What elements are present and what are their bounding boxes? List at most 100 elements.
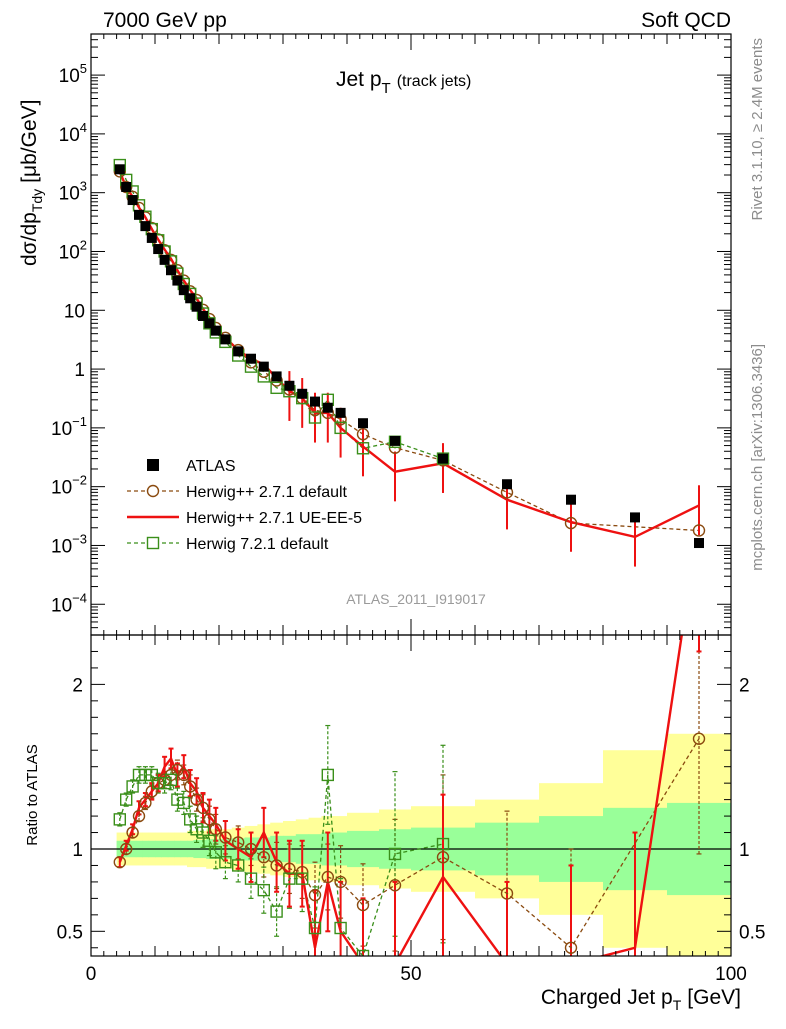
- ratio-herwig7-default-point: [151, 776, 165, 790]
- ratio-herwigpp-default-point: [296, 865, 309, 879]
- ratio-herwig7-default-point: [113, 813, 127, 826]
- series-atlas-point: [153, 244, 164, 255]
- analysis-id-label: ATLAS_2011_I919017: [346, 591, 486, 607]
- series-atlas-point: [502, 479, 512, 490]
- ratio-herwigpp-default-point: [203, 813, 216, 826]
- main-y-axis-label-unit: [μb/GeV]: [18, 100, 41, 183]
- main-y-tick-label: 10−2: [51, 473, 87, 499]
- series-atlas-point: [271, 371, 282, 382]
- main-y-tick-label: 10−1: [51, 414, 87, 440]
- x-axis-label-unit: [GeV]: [687, 986, 741, 1009]
- ratio-x-tick-label: 0: [86, 964, 97, 985]
- series-atlas-point: [438, 453, 448, 464]
- ratio-herwigpp-default-point: [196, 801, 210, 815]
- mcplots-label: mcplots.cern.ch [arXiv:1306.3436]: [749, 344, 766, 571]
- ratio-herwigpp-default-point: [283, 862, 296, 875]
- legend-entry-label: Herwig++ 2.7.1 UE-EE-5: [186, 510, 362, 527]
- legend-marker-herwig7-default: [146, 536, 160, 550]
- series-atlas-point: [114, 164, 125, 175]
- ratio-y-tick-label: 1: [72, 840, 83, 861]
- ratio-herwig7-default-point: [388, 847, 402, 861]
- ratio-y-tick-label: 2: [72, 675, 83, 696]
- ratio-herwig7-default-point: [183, 813, 197, 826]
- ratio-herwigpp-default-point: [219, 831, 232, 844]
- plot-title-extra: (track jets): [397, 73, 472, 90]
- ratio-herwig7-default-point: [308, 921, 322, 935]
- ratio-herwig7-default-point: [196, 826, 210, 839]
- series-atlas-point: [204, 318, 215, 329]
- ratio-herwig7-default-point: [436, 837, 450, 851]
- legend: ATLAS Herwig++ 2.7.1 default Herwig++ 2.7.…: [127, 458, 362, 553]
- series-atlas-point: [246, 353, 256, 364]
- series-herwig7-default-point: [203, 317, 216, 330]
- series-atlas-point: [258, 361, 269, 372]
- series-atlas-point: [220, 334, 231, 345]
- series-herwig7-default-line: [119, 164, 444, 460]
- plot-title-subscript: T: [382, 80, 391, 97]
- legend-entry-label: Herwig++ 2.7.1 default: [186, 484, 348, 501]
- x-axis-label-main: Charged Jet p: [541, 986, 673, 1009]
- ratio-herwig7-default-point: [139, 768, 152, 782]
- series-atlas-point: [358, 418, 368, 429]
- ratio-herwigpp-default-point: [231, 836, 245, 849]
- header-collision-label: 7000 GeV pp: [103, 9, 227, 32]
- series-atlas-point: [310, 396, 320, 407]
- series-herwigpp-default-line: [119, 171, 700, 532]
- main-y-axis-label: dσ/dpTdy [μb/GeV]: [18, 100, 45, 267]
- ratio-herwigpp-default-point: [270, 859, 283, 872]
- ratio-herwig7-default-point: [145, 768, 159, 782]
- ratio-herwig7-default-point: [190, 823, 203, 836]
- main-y-tick-label: 103: [59, 179, 87, 205]
- legend-marker-atlas: [147, 459, 159, 471]
- series-atlas-point: [284, 380, 295, 391]
- ratio-herwigpp-default-point: [334, 875, 347, 889]
- series-atlas-point: [166, 265, 176, 276]
- ratio-herwig7-default-point: [356, 949, 370, 956]
- ratio-herwig7-default-point: [132, 768, 146, 782]
- series-atlas-point: [185, 293, 196, 304]
- series-herwig7-default-point: [436, 452, 450, 465]
- ratio-x-tick-label: 100: [715, 964, 747, 985]
- main-y-tick-label: 104: [59, 120, 87, 146]
- series-herwig7-default-point: [270, 381, 283, 395]
- ratio-herwigpp-default-point: [183, 780, 197, 793]
- main-y-tick-label: 102: [59, 237, 87, 263]
- x-axis-label: Charged Jet pT [GeV]: [541, 986, 741, 1013]
- header-process-label: Soft QCD: [641, 9, 731, 32]
- x-axis-label-subscript: T: [673, 997, 682, 1013]
- series-atlas-point: [390, 435, 400, 446]
- ratio-herwig7-default-point: [119, 793, 133, 806]
- series-atlas-point: [127, 195, 138, 206]
- ratio-herwigpp-default-point: [145, 785, 159, 798]
- series-atlas-point: [172, 275, 183, 286]
- ratio-herwigpp-default-point: [119, 842, 133, 856]
- ratio-herwigpp-default-point: [113, 855, 127, 869]
- ratio-herwigpp-default-point: [321, 870, 334, 884]
- series-herwig7-default-point: [334, 421, 347, 435]
- ratio-herwig7-default-point: [158, 776, 171, 790]
- ratio-herwig7-default-point: [219, 855, 232, 869]
- ratio-y-tick-label-right: 1: [739, 840, 750, 861]
- ratio-y-tick-label-right: 2: [739, 675, 750, 696]
- main-y-tick-label: 10−4: [51, 590, 87, 616]
- ratio-herwigpp-default-point: [388, 879, 402, 892]
- ratio-herwigpp-default-point: [177, 768, 191, 782]
- ratio-herwig7-default-point: [177, 796, 191, 810]
- ratio-herwig7-default-point: [126, 780, 139, 793]
- ratio-herwigpp-default-point: [500, 887, 514, 900]
- series-atlas-point: [134, 209, 144, 220]
- ratio-herwig7-default-point: [296, 872, 309, 885]
- main-y-axis-label-main: dσ/dp: [18, 212, 41, 266]
- ratio-herwig7-default-point: [231, 859, 245, 872]
- legend-entry-label: Herwig 7.2.1 default: [186, 536, 329, 553]
- ratio-herwigpp-default-point: [244, 842, 258, 856]
- ratio-herwig7-default-point: [203, 834, 216, 847]
- series-herwigpp-default-point: [119, 180, 133, 194]
- ratio-herwigpp-default-point: [436, 851, 450, 864]
- plot-title-main: Jet p: [336, 68, 382, 91]
- ratio-herwig7-default-point: [283, 872, 296, 885]
- ratio-herwig7-default-point: [270, 905, 283, 918]
- ratio-herwigpp-default-point: [564, 941, 578, 954]
- ratio-herwig7-default-point: [171, 793, 184, 806]
